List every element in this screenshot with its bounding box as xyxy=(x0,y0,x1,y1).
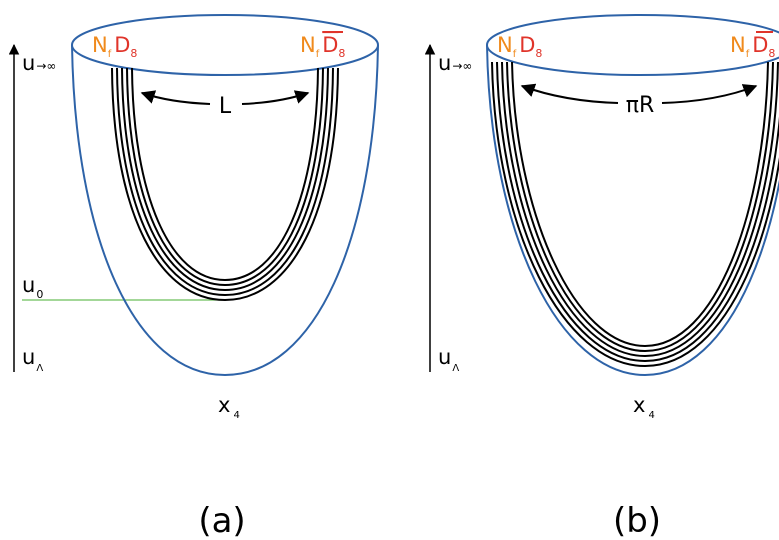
outer-surface-a xyxy=(71,44,379,377)
separation-label-a: L xyxy=(219,94,232,119)
separation-label-b: πR xyxy=(626,93,655,118)
separation-arrow-left-b xyxy=(520,83,619,104)
brane-label-right-a: Nf D8 xyxy=(300,33,345,60)
caption-a: (a) xyxy=(198,501,245,540)
separation-arrow-right-a xyxy=(241,90,310,105)
brane-u-shape-b xyxy=(491,61,779,368)
brane-label-left-b: Nf D8 xyxy=(497,33,542,60)
axis-u0-label-a: u0 xyxy=(22,273,43,301)
axis-top-label-b: u→∞ xyxy=(438,51,472,75)
brane-label-left-a: Nf D8 xyxy=(92,33,137,60)
separation-arrow-left-a xyxy=(140,90,211,105)
separation-arrow-right-b xyxy=(661,84,758,104)
brane-label-right-b: Nf D8 xyxy=(730,33,775,60)
outer-surface-b xyxy=(486,44,779,377)
axis-bottom-label-a: uΛ xyxy=(22,345,43,374)
top-ellipse-b xyxy=(486,14,779,76)
brane-u-shape-a xyxy=(111,67,339,302)
caption-b: (b) xyxy=(613,501,661,540)
top-ellipse-a xyxy=(71,14,379,76)
axis-top-label-a: u→∞ xyxy=(22,51,56,75)
axis-bottom-label-b: uΛ xyxy=(438,345,459,374)
axis-top-sub-a: →∞ xyxy=(36,59,56,73)
